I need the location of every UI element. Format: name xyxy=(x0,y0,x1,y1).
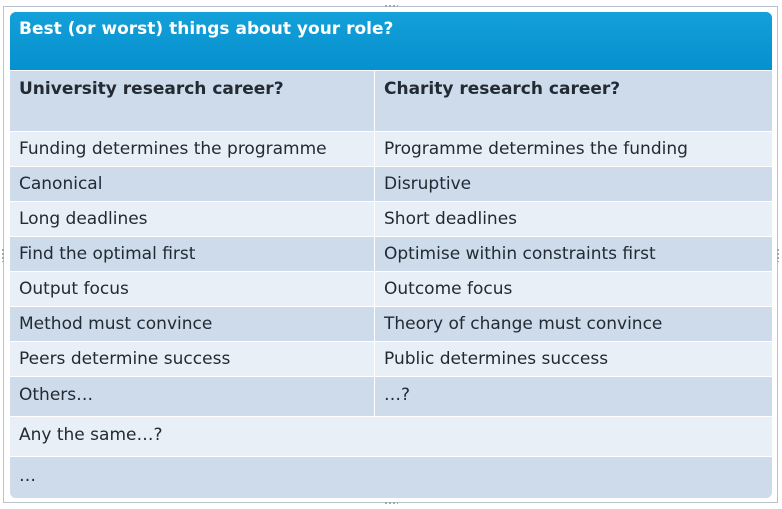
table-cell[interactable]: Output focus xyxy=(10,272,375,306)
table-cell[interactable]: Long deadlines xyxy=(10,202,375,236)
table-cell[interactable]: Public determines success xyxy=(384,349,609,369)
table-cell[interactable]: Others… xyxy=(10,377,375,416)
table-row: Any the same…? xyxy=(10,417,772,457)
table-header: Best (or worst) things about your role? xyxy=(10,12,772,71)
table-cell[interactable]: Disruptive xyxy=(384,174,472,194)
table-row: Find the optimal first Optimise within c… xyxy=(10,237,772,272)
table-cell-merged[interactable]: … xyxy=(19,466,36,486)
table-cell[interactable]: Short deadlines xyxy=(384,209,518,229)
table-row: Peers determine success Public determine… xyxy=(10,342,772,377)
table-row: Funding determines the programme Program… xyxy=(10,132,772,167)
column-header-charity[interactable]: Charity research career? xyxy=(384,79,621,99)
table-cell[interactable]: Programme determines the funding xyxy=(384,139,688,159)
table-cell[interactable]: Funding determines the programme xyxy=(10,132,375,166)
resize-handle-bottom[interactable] xyxy=(384,501,398,505)
table-row: Canonical Disruptive xyxy=(10,167,772,202)
resize-handle-left[interactable] xyxy=(1,248,5,262)
table-row: Method must convince Theory of change mu… xyxy=(10,307,772,342)
column-header-university[interactable]: University research career? xyxy=(10,71,375,131)
table-row: Output focus Outcome focus xyxy=(10,272,772,307)
table-row: Others… …? xyxy=(10,377,772,417)
table-row: … xyxy=(10,457,772,498)
table-cell[interactable]: Optimise within constraints first xyxy=(384,244,656,264)
table-cell-merged[interactable]: Any the same…? xyxy=(19,425,163,445)
column-header-row: University research career? Charity rese… xyxy=(10,71,772,132)
table-cell[interactable]: Find the optimal first xyxy=(10,237,375,271)
resize-handle-top[interactable] xyxy=(384,4,398,8)
table-row: Long deadlines Short deadlines xyxy=(10,202,772,237)
table-cell[interactable]: Peers determine success xyxy=(10,342,375,376)
table-title: Best (or worst) things about your role? xyxy=(19,19,394,39)
table-cell[interactable]: Method must convince xyxy=(10,307,375,341)
table-cell[interactable]: Canonical xyxy=(10,167,375,201)
resize-handle-right[interactable] xyxy=(776,248,780,262)
table-cell[interactable]: …? xyxy=(384,385,411,405)
table-cell[interactable]: Outcome focus xyxy=(384,279,513,299)
table-cell[interactable]: Theory of change must convince xyxy=(384,314,663,334)
comparison-table[interactable]: Best (or worst) things about your role? … xyxy=(10,12,772,498)
